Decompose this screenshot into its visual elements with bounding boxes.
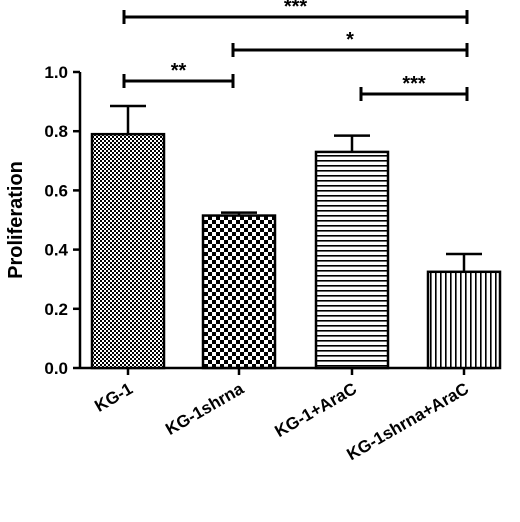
x-category-label: KG-1shrna+AraC <box>343 379 472 464</box>
y-tick-label: 0.4 <box>44 241 68 260</box>
bar-kg-1-arac <box>314 150 390 370</box>
y-tick-label: 0.6 <box>44 181 68 200</box>
significance-label: *** <box>402 73 426 95</box>
bar-kg-1 <box>90 132 166 370</box>
error-bars <box>110 104 482 272</box>
x-category-label: KG-1shrna <box>162 379 247 439</box>
significance-label: *** <box>284 0 308 18</box>
x-category-label: KG-1+AraC <box>272 379 360 441</box>
bars <box>90 132 502 370</box>
y-tick-label: 0.2 <box>44 300 68 319</box>
bar-kg-1shrna-arac <box>426 270 502 370</box>
y-tick-label: 0.8 <box>44 122 68 141</box>
y-axis-title: Proliferation <box>5 161 27 279</box>
y-tick-label: 1.0 <box>44 63 68 82</box>
bar-kg-1shrna <box>201 214 277 370</box>
significance-label: ** <box>171 60 187 82</box>
x-category-label: KG-1 <box>91 379 136 416</box>
y-tick-label: 0.0 <box>44 359 68 378</box>
significance-brackets: ********* <box>122 0 469 101</box>
y-ticks: 0.0 0.2 0.4 0.6 0.8 1.0 <box>44 63 466 378</box>
significance-label: * <box>346 29 354 51</box>
